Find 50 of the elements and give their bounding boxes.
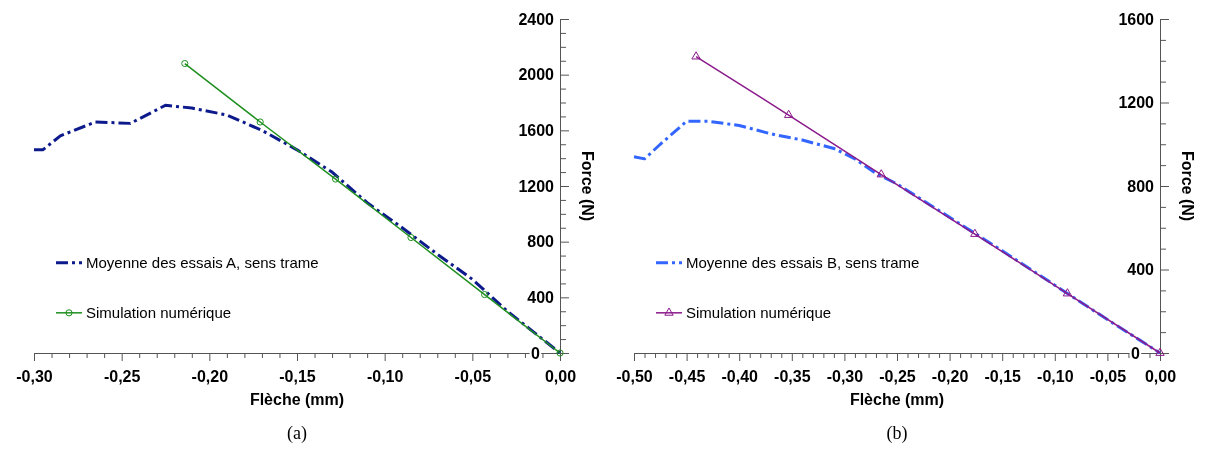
legend-label: Moyenne des essais B, sens trame <box>686 254 920 272</box>
x-tick-label: -0,40 <box>721 367 759 385</box>
point <box>407 233 415 242</box>
x-tick-label: -0,05 <box>1089 367 1127 385</box>
y-tick-label: 2400 <box>518 10 555 28</box>
x-tick-label: -0,15 <box>279 367 316 385</box>
y-tick-label: 1200 <box>518 177 555 195</box>
point <box>783 109 794 118</box>
x-tick-label: -0,45 <box>668 367 706 385</box>
y-tick-label: 1200 <box>1118 94 1155 112</box>
y-tick-label: 1600 <box>1118 10 1155 28</box>
point <box>691 51 701 60</box>
x-tick-label: -0,20 <box>931 367 969 385</box>
legend-label: Simulation numérique <box>686 304 832 322</box>
x-tick-label: -0,10 <box>1037 367 1074 385</box>
point <box>1062 288 1073 297</box>
y-tick-label: 400 <box>527 288 555 306</box>
x-tick-label: -0,05 <box>454 367 492 385</box>
x-tick-label: -0,30 <box>16 367 53 385</box>
point <box>256 118 264 126</box>
x-tick-label: -0,15 <box>984 367 1022 385</box>
point <box>481 290 489 299</box>
y-tick-label: 800 <box>527 233 555 251</box>
x-tick-label: -0,25 <box>879 367 916 385</box>
x-tick-label: -0,35 <box>774 367 811 385</box>
point <box>1155 347 1165 356</box>
y-axis-title: Force (N) <box>579 150 596 222</box>
y-axis-title: Force (N) <box>1179 150 1196 222</box>
legend-label: Simulation numérique <box>86 304 232 322</box>
x-tick-label: 0,00 <box>1144 367 1177 385</box>
y-tick-label: 2000 <box>518 66 555 84</box>
point <box>331 175 340 183</box>
text: (a) <box>287 423 307 444</box>
legend-label: Moyenne des essais A, sens trame <box>86 254 319 272</box>
point <box>556 349 564 357</box>
point <box>181 59 189 68</box>
y-tick-label: 1600 <box>518 121 555 139</box>
x-tick-label: -0,50 <box>616 367 653 385</box>
point <box>970 228 980 237</box>
y-tick-label: 400 <box>1127 261 1155 279</box>
x-tick-label: -0,20 <box>191 367 229 385</box>
y-tick-label: 800 <box>1127 177 1155 195</box>
x-tick-label: -0,10 <box>366 367 404 385</box>
x-axis-title: Flèche (mm) <box>249 391 345 408</box>
point <box>876 169 886 178</box>
text: (b) <box>886 423 908 444</box>
x-tick-label: -0,25 <box>103 367 141 385</box>
x-axis-title: Flèche (mm) <box>849 391 945 408</box>
x-tick-label: -0,30 <box>826 367 864 385</box>
x-tick-label: 0,00 <box>544 367 577 385</box>
